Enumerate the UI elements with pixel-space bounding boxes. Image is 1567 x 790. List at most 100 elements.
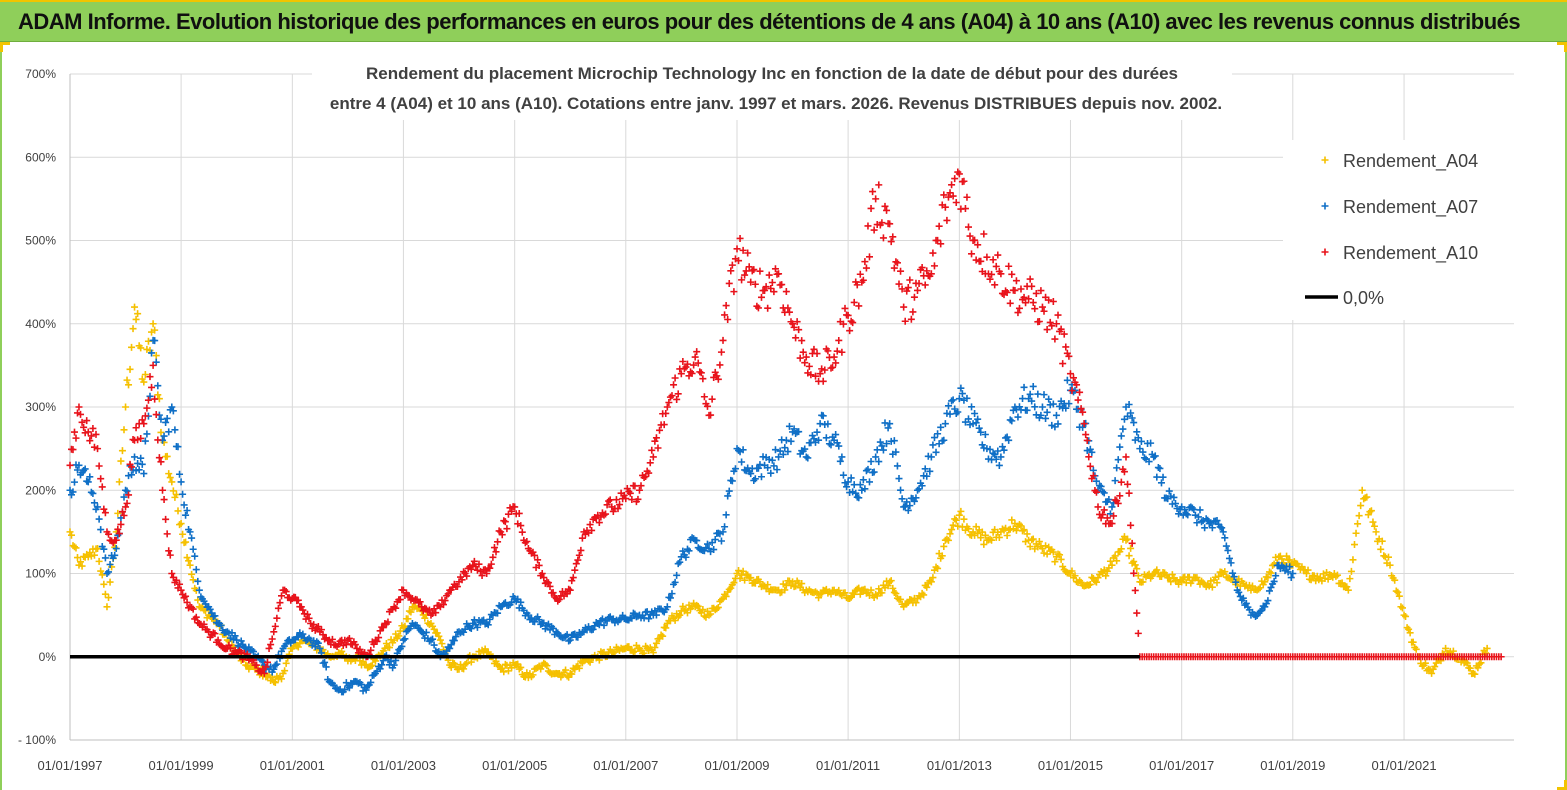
data-point (995, 461, 1003, 469)
data-point (103, 603, 111, 611)
data-point (211, 630, 219, 638)
data-point (304, 610, 312, 618)
data-point (881, 202, 889, 210)
data-point (992, 262, 1000, 270)
data-point (1193, 519, 1201, 527)
data-point (77, 558, 85, 566)
data-point (169, 407, 177, 415)
data-point (792, 334, 800, 342)
data-point (869, 188, 877, 196)
y-tick-label: 100% (25, 567, 56, 581)
data-point (787, 437, 795, 445)
data-point (977, 428, 985, 436)
data-point (606, 496, 614, 504)
data-point (138, 460, 146, 468)
data-point (537, 665, 545, 673)
data-point (778, 281, 786, 289)
data-point (577, 546, 585, 554)
data-point (929, 249, 937, 257)
data-point (1278, 555, 1286, 563)
data-point (914, 286, 922, 294)
data-point (813, 350, 821, 358)
data-point (1020, 526, 1028, 534)
data-point (1153, 566, 1161, 574)
data-point (895, 280, 903, 288)
data-point (1114, 456, 1122, 464)
data-point (375, 634, 383, 642)
data-point (773, 270, 781, 278)
data-point (1116, 443, 1124, 451)
data-point (884, 424, 892, 432)
data-point (711, 368, 719, 376)
data-point (157, 428, 165, 436)
data-point (1113, 557, 1121, 565)
data-point (793, 318, 801, 326)
data-point (725, 487, 733, 495)
data-point (144, 337, 152, 345)
data-point (679, 602, 687, 610)
data-point (498, 531, 506, 539)
data-point (436, 636, 444, 644)
data-point (671, 578, 679, 586)
data-point (501, 518, 509, 526)
data-point (728, 261, 736, 269)
data-point (195, 586, 203, 594)
data-point (441, 597, 449, 605)
data-point (937, 423, 945, 431)
data-point (727, 267, 735, 275)
data-point (702, 544, 710, 552)
data-point (367, 678, 375, 686)
data-point (1026, 275, 1034, 283)
data-point (754, 304, 762, 312)
data-point (770, 462, 778, 470)
data-point (988, 536, 996, 544)
data-point (1242, 599, 1250, 607)
data-point (631, 482, 639, 490)
data-point (612, 496, 620, 504)
data-point (1162, 494, 1170, 502)
data-point (83, 417, 91, 425)
data-point (941, 420, 949, 428)
data-point (1133, 609, 1141, 617)
data-point (111, 543, 119, 551)
data-point (694, 359, 702, 367)
data-point (405, 593, 413, 601)
data-point (957, 507, 965, 515)
data-point (239, 640, 247, 648)
data-point (1043, 326, 1051, 334)
data-point (625, 643, 633, 651)
data-point (72, 544, 80, 552)
data-point (966, 421, 974, 429)
data-point (83, 477, 91, 485)
data-point (846, 594, 854, 602)
data-point (1224, 546, 1232, 554)
legend: Rendement_A04 Rendement_A07 Rendement_A1… (1305, 151, 1478, 308)
data-point (141, 412, 149, 420)
data-point (1037, 287, 1045, 295)
data-point (1031, 305, 1039, 313)
data-point (850, 298, 858, 306)
data-point (1080, 420, 1088, 428)
chart-title-line1: Rendement du placement Microchip Technol… (366, 64, 1178, 83)
data-point (961, 205, 969, 213)
data-point (876, 438, 884, 446)
data-point (508, 507, 516, 515)
data-point (887, 238, 895, 246)
data-point (483, 570, 491, 577)
data-point (123, 499, 131, 507)
data-point (893, 462, 901, 470)
data-point (166, 474, 174, 482)
data-point (562, 666, 570, 674)
data-point (866, 253, 874, 261)
data-point (395, 632, 403, 640)
data-point (980, 230, 988, 238)
data-point (106, 578, 114, 586)
data-point (835, 586, 843, 594)
data-point (1023, 406, 1031, 414)
data-point (614, 505, 622, 513)
data-point (974, 415, 982, 423)
data-point (422, 628, 430, 636)
data-point (149, 361, 157, 369)
data-point (95, 515, 103, 523)
data-point (1358, 486, 1366, 494)
